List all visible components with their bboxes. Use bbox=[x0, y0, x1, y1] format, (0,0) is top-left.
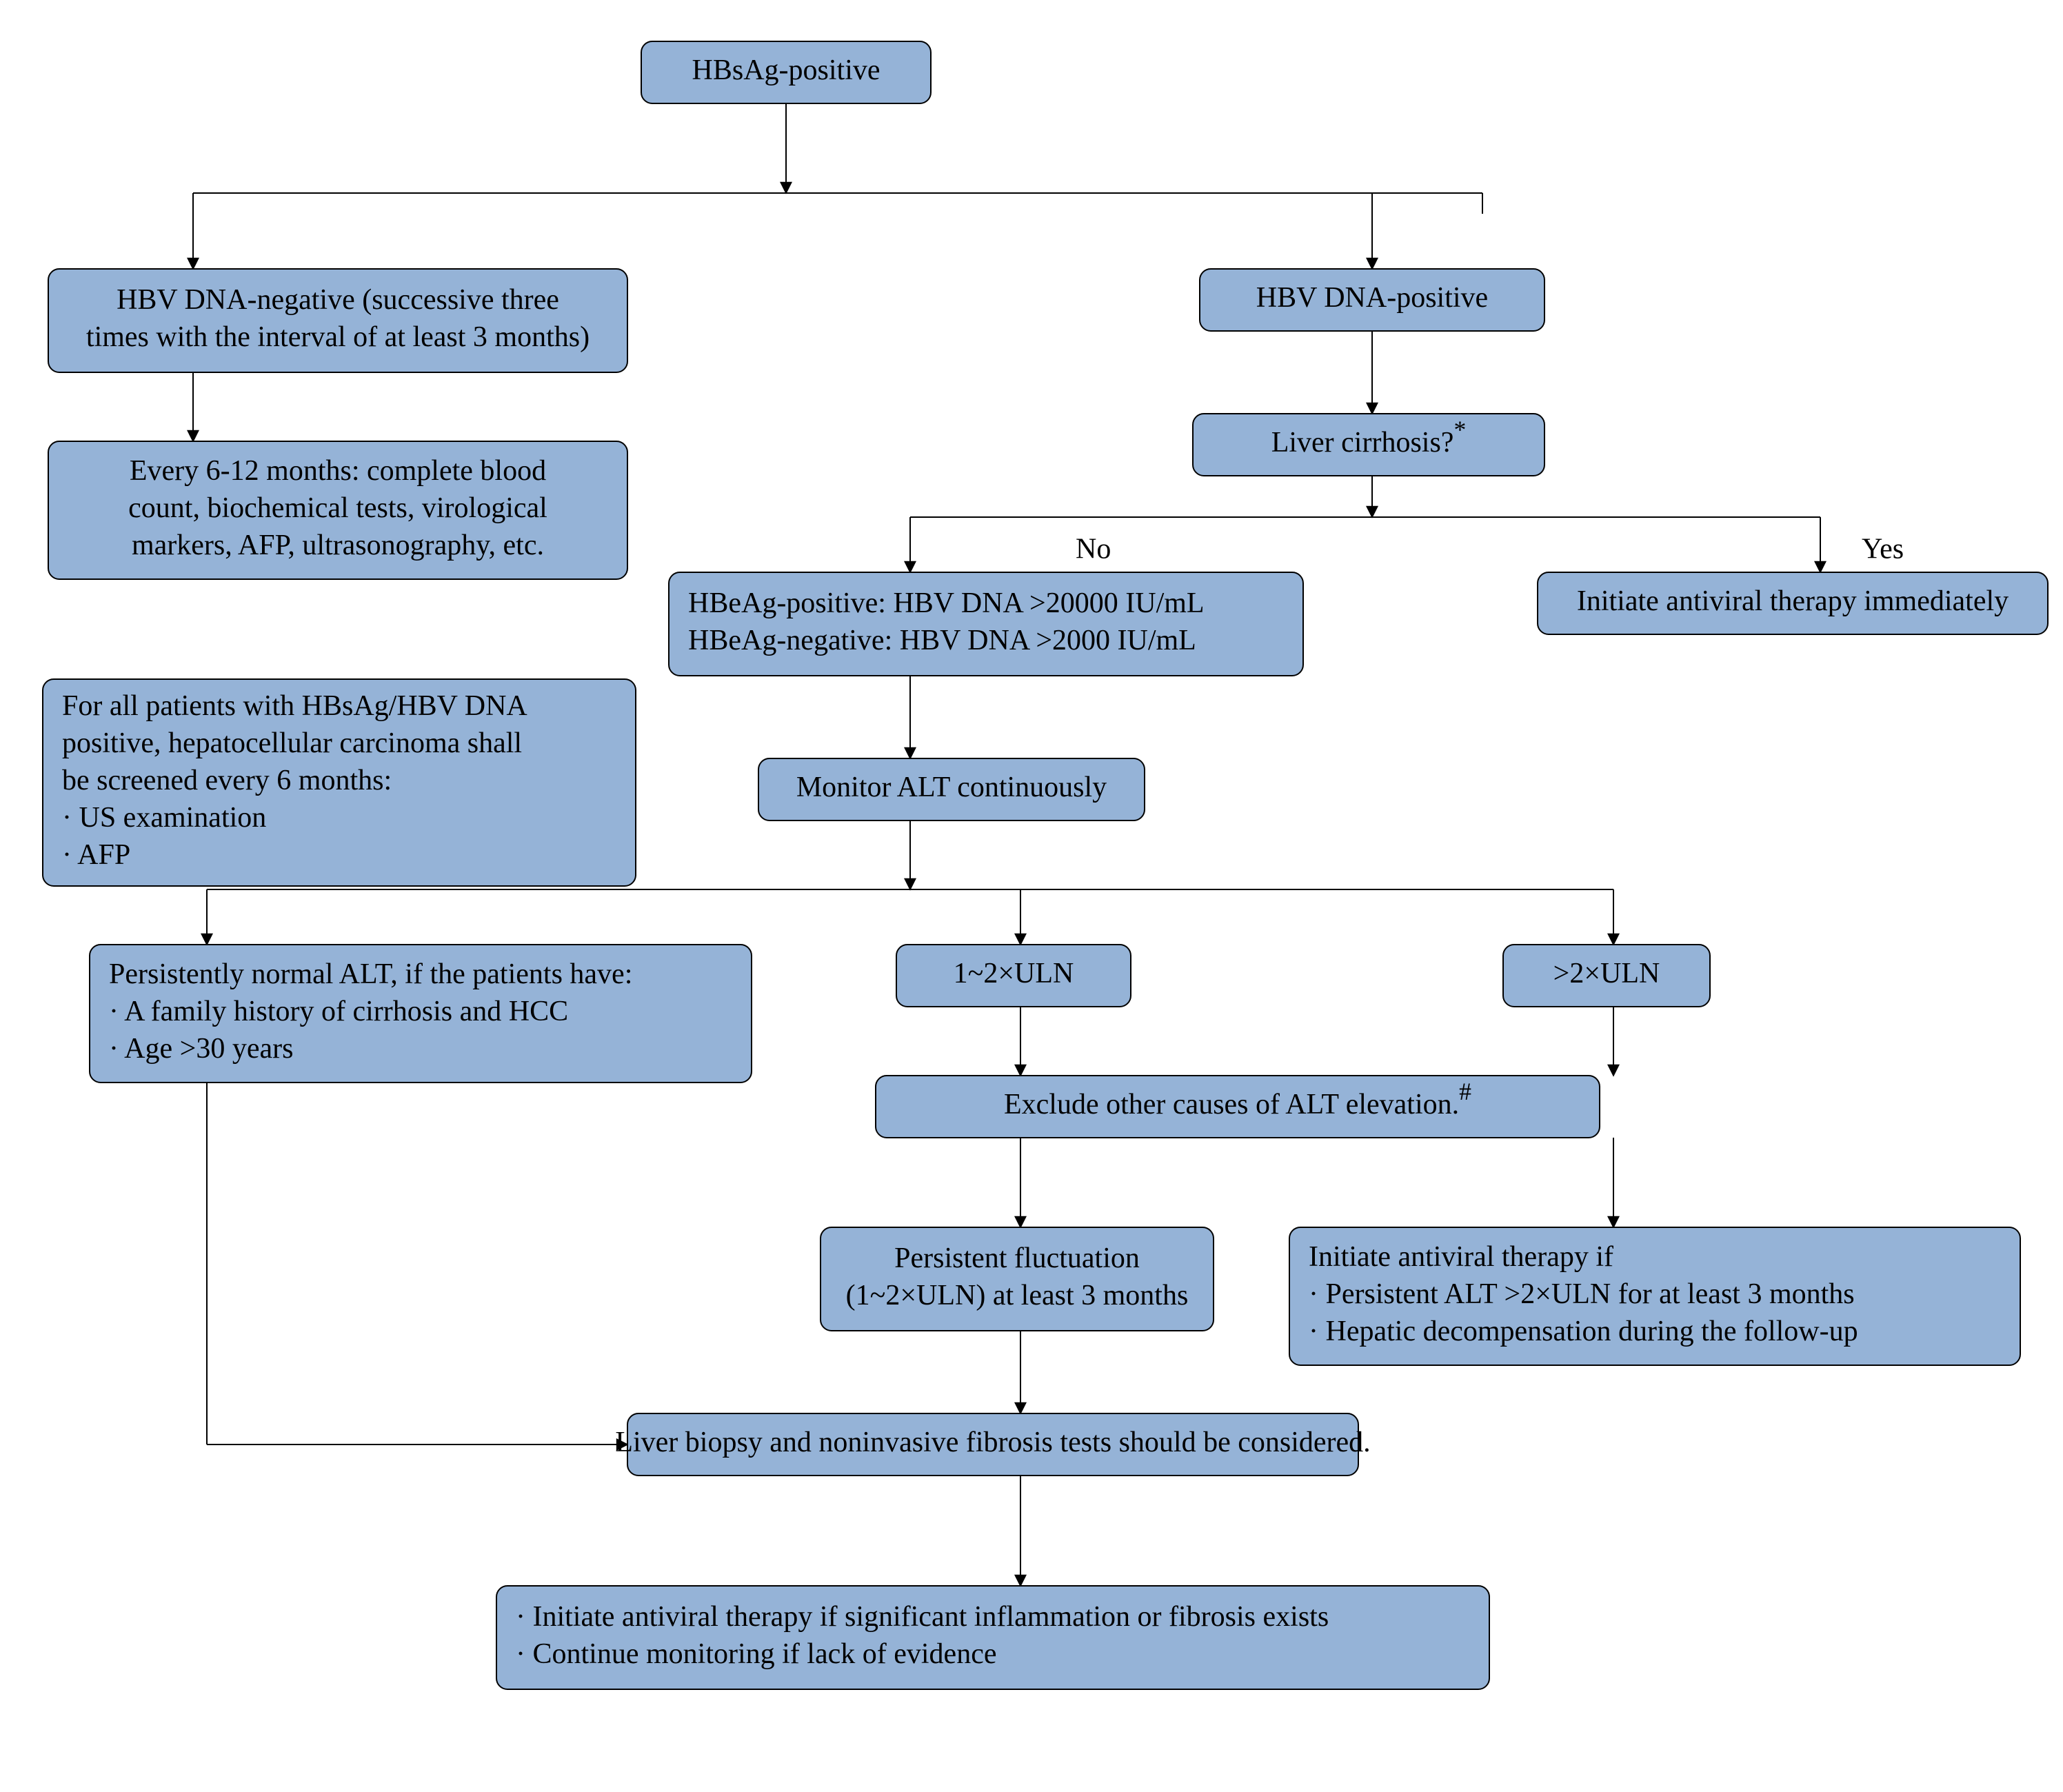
node-n11: 1~2×ULN bbox=[896, 945, 1131, 1007]
node-text-n3: HBV DNA-positive bbox=[1256, 282, 1488, 314]
node-n15: Initiate antiviral therapy if· Persisten… bbox=[1289, 1227, 2020, 1365]
node-n4: Every 6-12 months: complete bloodcount, … bbox=[48, 441, 627, 579]
edge-label-1: Yes bbox=[1862, 534, 1904, 565]
node-text-n11: 1~2×ULN bbox=[954, 958, 1074, 989]
node-n8: Initiate antiviral therapy immediately bbox=[1538, 572, 2048, 634]
node-n16: Liver biopsy and noninvasive fibrosis te… bbox=[615, 1413, 1370, 1476]
node-n12: >2×ULN bbox=[1503, 945, 1710, 1007]
node-text-n12: >2×ULN bbox=[1553, 958, 1660, 989]
node-n6: For all patients with HBsAg/HBV DNAposit… bbox=[43, 679, 636, 886]
node-n14: Persistent fluctuation(1~2×ULN) at least… bbox=[821, 1227, 1214, 1331]
node-n10: Persistently normal ALT, if the patients… bbox=[90, 945, 752, 1083]
node-n13: Exclude other causes of ALT elevation.# bbox=[876, 1076, 1600, 1138]
node-n1: HBsAg-positive bbox=[641, 41, 931, 103]
node-text-n1: HBsAg-positive bbox=[692, 54, 880, 86]
node-n7: HBeAg-positive: HBV DNA >20000 IU/mLHBeA… bbox=[669, 572, 1303, 676]
node-text-n8: Initiate antiviral therapy immediately bbox=[1577, 585, 2009, 617]
node-n5: Liver cirrhosis?* bbox=[1193, 414, 1544, 476]
node-text-n16: Liver biopsy and noninvasive fibrosis te… bbox=[615, 1427, 1370, 1458]
node-text-n9: Monitor ALT continuously bbox=[796, 772, 1107, 803]
node-text-n4: Every 6-12 months: complete bloodcount, … bbox=[128, 455, 547, 561]
node-n2: HBV DNA-negative (successive threetimes … bbox=[48, 269, 627, 372]
node-n3: HBV DNA-positive bbox=[1200, 269, 1544, 331]
node-n17: · Initiate antiviral therapy if signific… bbox=[496, 1586, 1489, 1689]
edge-label-0: No bbox=[1076, 534, 1111, 565]
node-n9: Monitor ALT continuously bbox=[758, 758, 1145, 821]
